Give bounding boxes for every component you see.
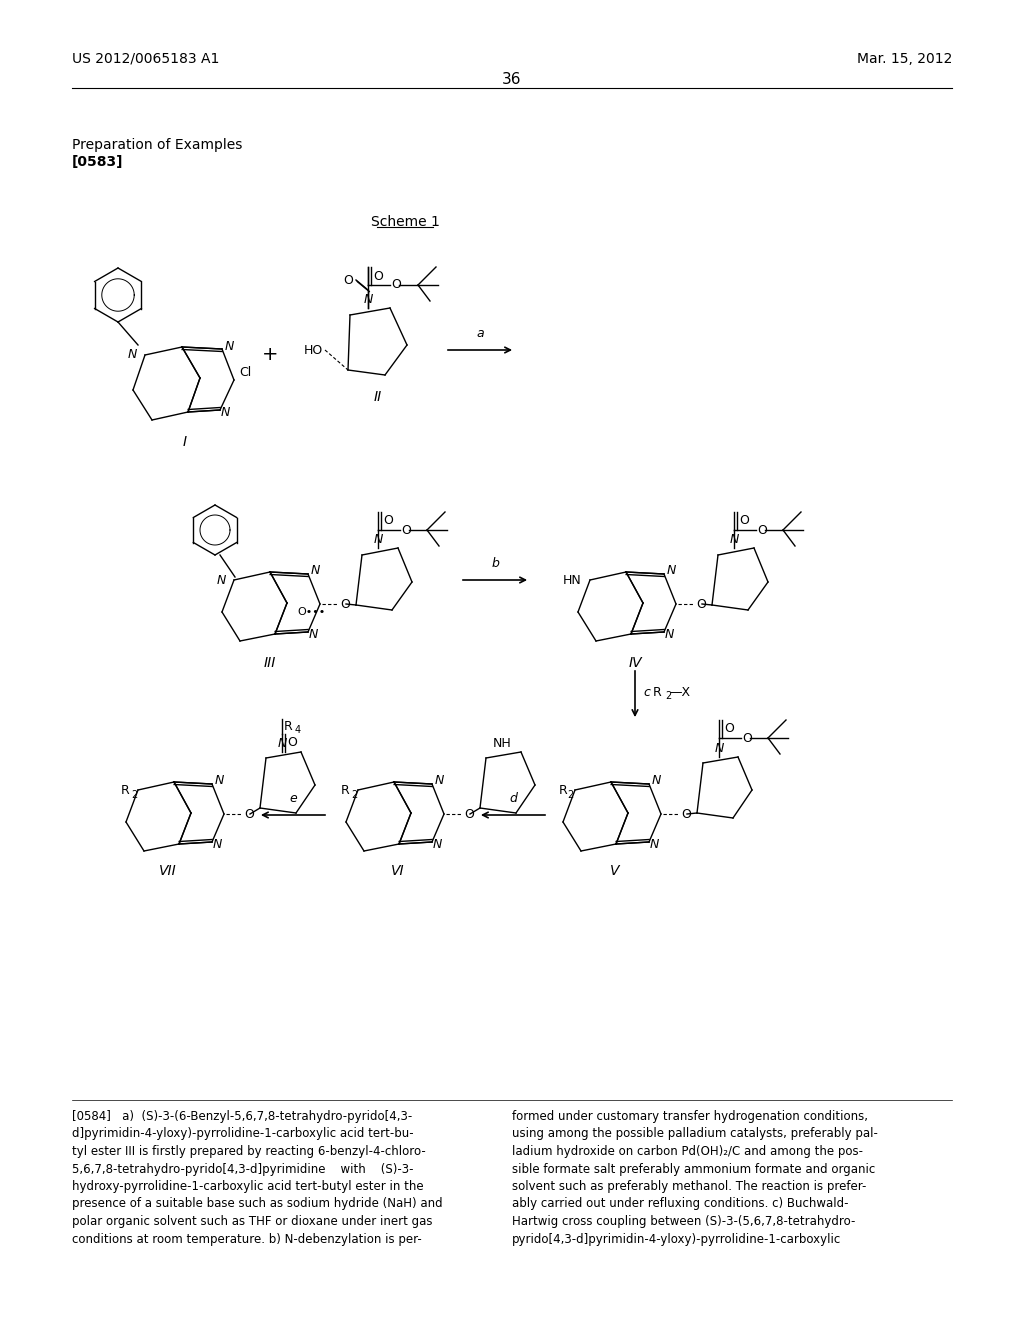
Text: N: N [311, 565, 321, 578]
Text: +: + [262, 346, 279, 364]
Text: O: O [681, 808, 691, 821]
Text: N: N [667, 565, 677, 578]
Text: N: N [433, 837, 442, 850]
Text: I: I [183, 436, 187, 449]
Text: 4: 4 [295, 725, 301, 735]
Text: O: O [383, 515, 393, 528]
Text: e: e [289, 792, 297, 805]
Text: US 2012/0065183 A1: US 2012/0065183 A1 [72, 51, 219, 66]
Text: NH: NH [493, 737, 511, 750]
Text: O: O [244, 808, 254, 821]
Text: —X: —X [669, 685, 690, 698]
Text: 2: 2 [665, 690, 672, 701]
Text: VII: VII [159, 865, 177, 878]
Text: O: O [757, 524, 767, 536]
Text: O: O [373, 269, 383, 282]
Text: V: V [610, 865, 620, 878]
Text: 2: 2 [567, 789, 574, 800]
Text: O: O [391, 279, 400, 292]
Text: N: N [374, 533, 383, 546]
Text: d: d [509, 792, 517, 805]
Text: [0584]   a)  (S)-3-(6-Benzyl-5,6,7,8-tetrahydro-pyrido[4,3-
d]pyrimidin-4-yloxy): [0584] a) (S)-3-(6-Benzyl-5,6,7,8-tetrah… [72, 1110, 442, 1246]
Text: Mar. 15, 2012: Mar. 15, 2012 [857, 51, 952, 66]
Text: 36: 36 [502, 73, 522, 87]
Text: N: N [215, 775, 224, 788]
Text: O: O [739, 515, 749, 528]
Text: Preparation of Examples: Preparation of Examples [72, 139, 243, 152]
Text: O: O [724, 722, 734, 735]
Text: N: N [217, 573, 226, 586]
Text: N: N [128, 348, 137, 362]
Text: N: N [221, 405, 230, 418]
Text: R: R [284, 719, 293, 733]
Text: Scheme 1: Scheme 1 [371, 215, 439, 228]
Text: c: c [643, 685, 650, 698]
Text: b: b [492, 557, 499, 570]
Text: HN: HN [563, 573, 582, 586]
Text: III: III [264, 656, 276, 671]
Text: [0583]: [0583] [72, 154, 124, 169]
Text: R: R [341, 784, 350, 796]
Text: N: N [278, 737, 287, 750]
Text: O: O [696, 598, 706, 610]
Text: R: R [121, 784, 130, 796]
Text: O: O [340, 598, 350, 610]
Text: O: O [401, 524, 411, 536]
Text: O: O [287, 737, 297, 750]
Text: a: a [476, 327, 483, 341]
Text: N: N [213, 837, 222, 850]
Text: II: II [374, 389, 382, 404]
Text: N: N [715, 742, 724, 755]
Text: O: O [464, 808, 474, 821]
Text: N: N [652, 775, 662, 788]
Text: O•••: O••• [298, 607, 326, 616]
Text: 2: 2 [351, 789, 357, 800]
Text: O: O [742, 731, 752, 744]
Text: formed under customary transfer hydrogenation conditions,
using among the possib: formed under customary transfer hydrogen… [512, 1110, 878, 1246]
Text: IV: IV [628, 656, 642, 671]
Text: O: O [343, 273, 353, 286]
Text: N: N [225, 339, 234, 352]
Text: 2: 2 [131, 789, 137, 800]
Text: N: N [435, 775, 444, 788]
Text: Cl: Cl [239, 366, 251, 379]
Text: R: R [558, 784, 567, 796]
Text: N: N [665, 627, 675, 640]
Text: N: N [309, 627, 318, 640]
Text: R: R [653, 685, 662, 698]
Text: N: N [729, 533, 738, 546]
Text: HO: HO [304, 343, 323, 356]
Text: VI: VI [391, 865, 404, 878]
Text: N: N [650, 837, 659, 850]
Text: N: N [364, 293, 373, 306]
